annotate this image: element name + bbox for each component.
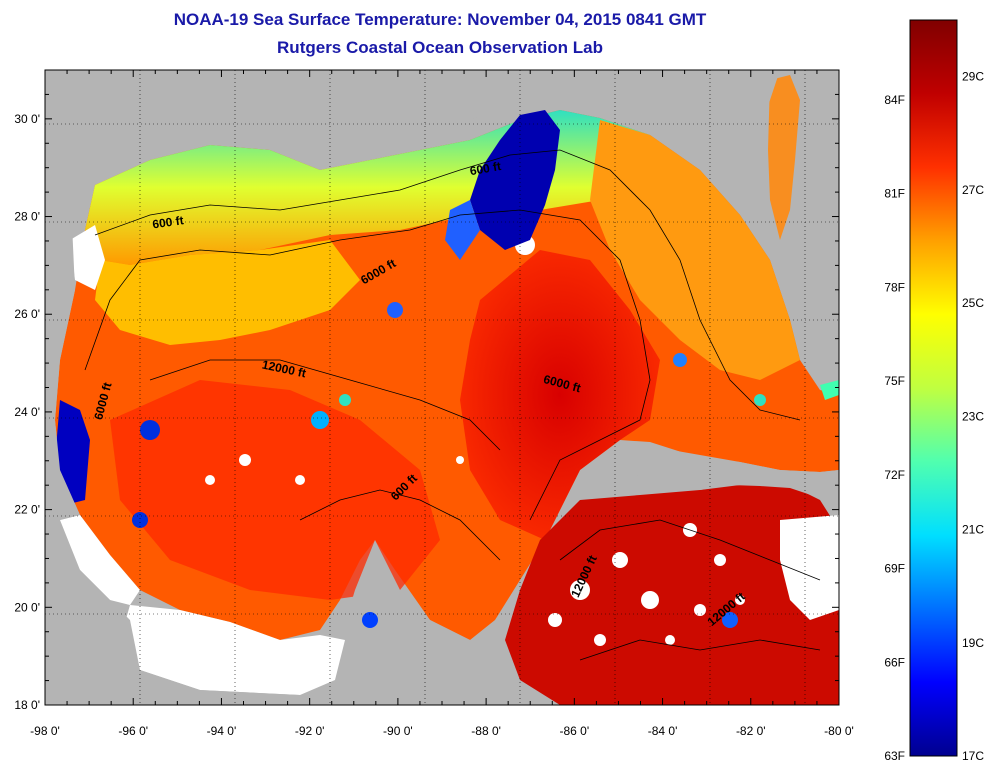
mexico-south-land (45, 520, 330, 705)
lat-label: 30 0' (14, 112, 40, 126)
lon-label: -94 0' (207, 724, 237, 738)
contour-600ft (94, 149, 801, 421)
latitude-labels: 18 0' 20 0' 22 0' 24 0' 26 0' 28 0' 30 0' (14, 112, 40, 712)
yucatan-land (330, 540, 500, 705)
cloud-mask-texas (70, 225, 105, 290)
cloud-mask-caribbean (780, 515, 839, 620)
lon-label: -82 0' (736, 724, 766, 738)
contour-12000ft (149, 359, 501, 451)
cold-patches (55, 110, 766, 628)
lon-label: -84 0' (648, 724, 678, 738)
contour-label: 600 ft (151, 213, 184, 231)
lon-label: -98 0' (30, 724, 60, 738)
map-subtitle: Rutgers Coastal Ocean Observation Lab (277, 38, 603, 57)
cloud-mask-south (120, 605, 345, 695)
lat-label: 26 0' (14, 307, 40, 321)
lon-label: -88 0' (471, 724, 501, 738)
longitude-labels: -98 0' -96 0' -94 0' -92 0' -90 0' -88 0' -86 … (30, 724, 854, 738)
lat-label: 24 0' (14, 405, 40, 419)
mexico-land (45, 180, 80, 525)
loop-current-core (460, 250, 660, 540)
contour-label: 600 ft (469, 159, 502, 178)
cuba-land (625, 448, 839, 505)
lat-label: 22 0' (14, 503, 40, 517)
contour-caribbean (559, 519, 821, 581)
caribbean-water (505, 480, 839, 705)
map-title: NOAA-19 Sea Surface Temperature: Novembe… (173, 10, 707, 29)
western-red-water (110, 380, 440, 600)
lat-label: 28 0' (14, 210, 40, 224)
yellow-band (95, 240, 360, 345)
florida-coast-water (768, 75, 800, 240)
lon-label: -80 0' (824, 724, 854, 738)
lon-label: -96 0' (118, 724, 148, 738)
lat-label: 18 0' (14, 698, 40, 712)
eastern-shelf-water (590, 120, 800, 380)
contour-600ft-yucatan (299, 489, 501, 561)
florida-keys-water (820, 380, 839, 400)
grid-lines (45, 70, 839, 705)
lat-label: 20 0' (14, 600, 40, 614)
cloud-mask-west (60, 515, 140, 605)
axis-ticks (44, 69, 840, 706)
cloud-speckles (205, 235, 745, 646)
lon-label: -92 0' (295, 724, 325, 738)
lon-label: -90 0' (383, 724, 413, 738)
us-gulf-land (45, 70, 839, 190)
lon-label: -86 0' (560, 724, 590, 738)
contour-caribbean-2 (579, 639, 821, 661)
